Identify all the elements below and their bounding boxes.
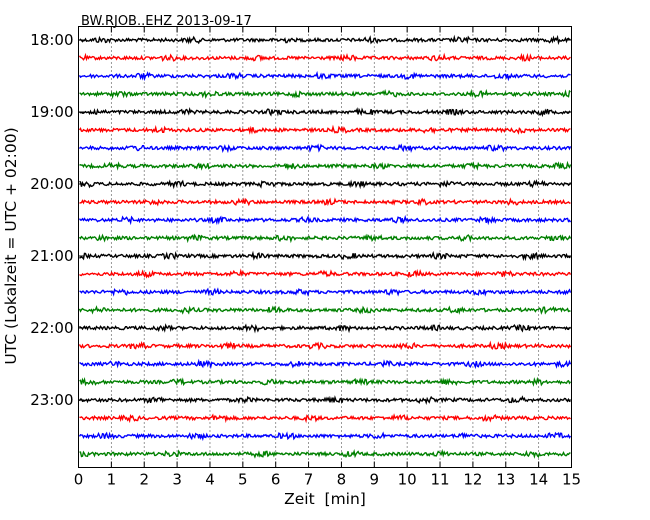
grid-lines xyxy=(110,26,540,468)
seismic-trace-2030 xyxy=(78,214,572,226)
seismic-trace-2145 xyxy=(78,305,571,315)
seismic-trace-2000 xyxy=(79,179,572,190)
seismic-trace-2015 xyxy=(79,197,571,207)
y-tick-label: 18:00 xyxy=(30,31,73,49)
y-tick-label: 19:00 xyxy=(30,103,73,121)
seismic-trace-2215 xyxy=(78,340,572,351)
y-axis-label: UTC (Lokalzeit = UTC + 02:00) xyxy=(2,127,20,364)
x-tick-label: 11 xyxy=(430,471,449,489)
seismic-trace-2300 xyxy=(78,395,571,406)
x-tick-label: 14 xyxy=(529,471,548,489)
y-tick-label: 23:00 xyxy=(30,391,73,409)
y-axis: 18:00 19:00 20:00 21:00 22:00 23:00 xyxy=(30,31,572,409)
x-axis-label: Zeit [min] xyxy=(284,490,366,508)
seismic-trace-2230 xyxy=(79,358,572,370)
seismic-trace-2115 xyxy=(79,268,572,279)
y-tick-label: 22:00 xyxy=(30,319,73,337)
x-axis: 0 1 2 3 4 5 6 7 8 9 10 11 12 13 14 15 xyxy=(74,26,581,489)
x-tick-label: 12 xyxy=(463,471,482,489)
seismic-trace-1800 xyxy=(78,34,571,46)
seismic-trace-2100 xyxy=(79,250,571,262)
x-tick-label: 10 xyxy=(398,471,417,489)
seismic-trace-2245 xyxy=(79,376,572,387)
x-tick-label: 9 xyxy=(370,471,380,489)
seismic-trace-1845 xyxy=(79,88,571,100)
x-tick-label: 8 xyxy=(337,471,347,489)
seismic-trace-1945 xyxy=(79,160,572,171)
x-tick-label: 0 xyxy=(74,471,84,489)
traces-group xyxy=(78,34,572,459)
x-tick-label: 1 xyxy=(107,471,117,489)
x-tick-label: 3 xyxy=(172,471,182,489)
x-tick-label: 2 xyxy=(139,471,149,489)
chart-title: BW.RJOB..EHZ 2013-09-17 xyxy=(81,14,252,29)
x-tick-label: 5 xyxy=(238,471,248,489)
y-tick-label: 21:00 xyxy=(30,247,73,265)
seismic-trace-2315 xyxy=(79,413,572,424)
y-tick-label: 20:00 xyxy=(30,175,73,193)
seismic-trace-1900 xyxy=(79,107,571,118)
x-tick-label: 13 xyxy=(496,471,515,489)
seismic-trace-1930 xyxy=(78,143,572,154)
seismic-trace-1815 xyxy=(78,52,571,63)
seismic-trace-2330 xyxy=(78,431,572,442)
x-tick-label: 6 xyxy=(271,471,281,489)
seismic-trace-1830 xyxy=(78,70,571,82)
x-tick-label: 15 xyxy=(562,471,581,489)
seismic-trace-2200 xyxy=(79,323,571,334)
seismic-trace-2045 xyxy=(78,233,572,244)
plot-frame xyxy=(78,26,572,468)
x-tick-label: 4 xyxy=(205,471,215,489)
x-tick-label: 7 xyxy=(304,471,314,489)
seismic-trace-2345 xyxy=(79,448,571,459)
seismic-trace-2130 xyxy=(79,287,572,298)
seismic-trace-1915 xyxy=(78,124,571,135)
